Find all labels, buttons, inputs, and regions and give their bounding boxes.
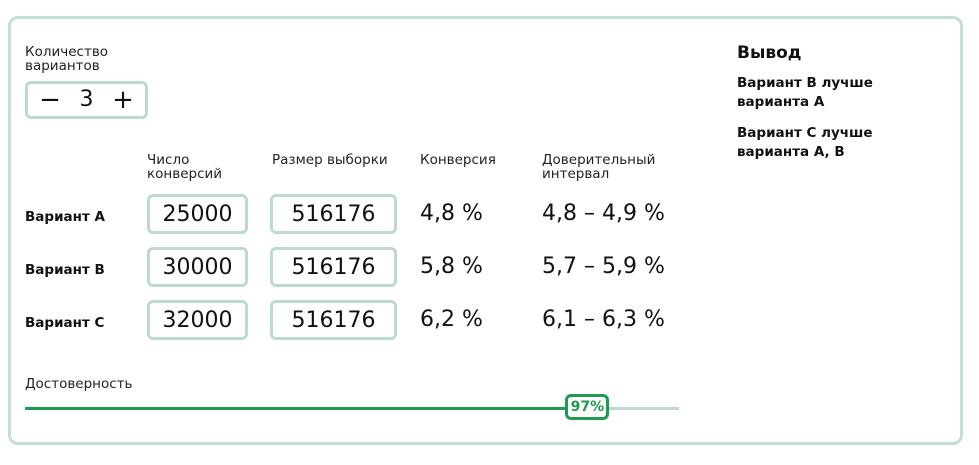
conversion-value-c: 6,2 % xyxy=(420,307,483,332)
confidence-label: Достоверность xyxy=(25,376,133,392)
header-conversions: Число конверсий xyxy=(147,152,223,182)
header-confidence-interval: Доверительный интервал xyxy=(542,152,656,182)
row-label-b: Вариант B xyxy=(25,262,105,278)
confidence-slider-handle[interactable]: 97% xyxy=(565,394,610,420)
interval-value-b: 5,7 – 5,9 % xyxy=(542,254,665,279)
conclusion-line: Вариант C лучше варианта A, B xyxy=(737,125,873,160)
sample-size-input-a[interactable] xyxy=(270,194,397,234)
row-label-c: Вариант C xyxy=(25,315,105,331)
confidence-slider[interactable]: 97% xyxy=(25,394,679,420)
variants-count-stepper[interactable]: − 3 + xyxy=(25,81,148,119)
confidence-slider-fill xyxy=(25,407,588,410)
conversion-value-a: 4,8 % xyxy=(420,201,483,226)
variants-count-label: Количество вариантов xyxy=(25,44,109,74)
conversions-input-a[interactable] xyxy=(147,194,248,234)
conversions-input-b[interactable] xyxy=(147,247,248,287)
calculator-card xyxy=(8,16,963,445)
conversion-value-b: 5,8 % xyxy=(420,254,483,279)
header-conversion: Конверсия xyxy=(420,152,496,168)
decrement-button[interactable]: − xyxy=(39,85,61,115)
conclusion-line: Вариант B лучше варианта A xyxy=(737,75,873,110)
conversions-input-c[interactable] xyxy=(147,300,248,340)
conclusion-title: Вывод xyxy=(737,43,802,63)
sample-size-input-c[interactable] xyxy=(270,300,397,340)
increment-button[interactable]: + xyxy=(112,85,134,115)
variants-count-value: 3 xyxy=(79,87,94,112)
interval-value-c: 6,1 – 6,3 % xyxy=(542,307,665,332)
interval-value-a: 4,8 – 4,9 % xyxy=(542,201,665,226)
sample-size-input-b[interactable] xyxy=(270,247,397,287)
header-sample-size: Размер выборки xyxy=(272,152,388,168)
row-label-a: Вариант A xyxy=(25,209,105,225)
